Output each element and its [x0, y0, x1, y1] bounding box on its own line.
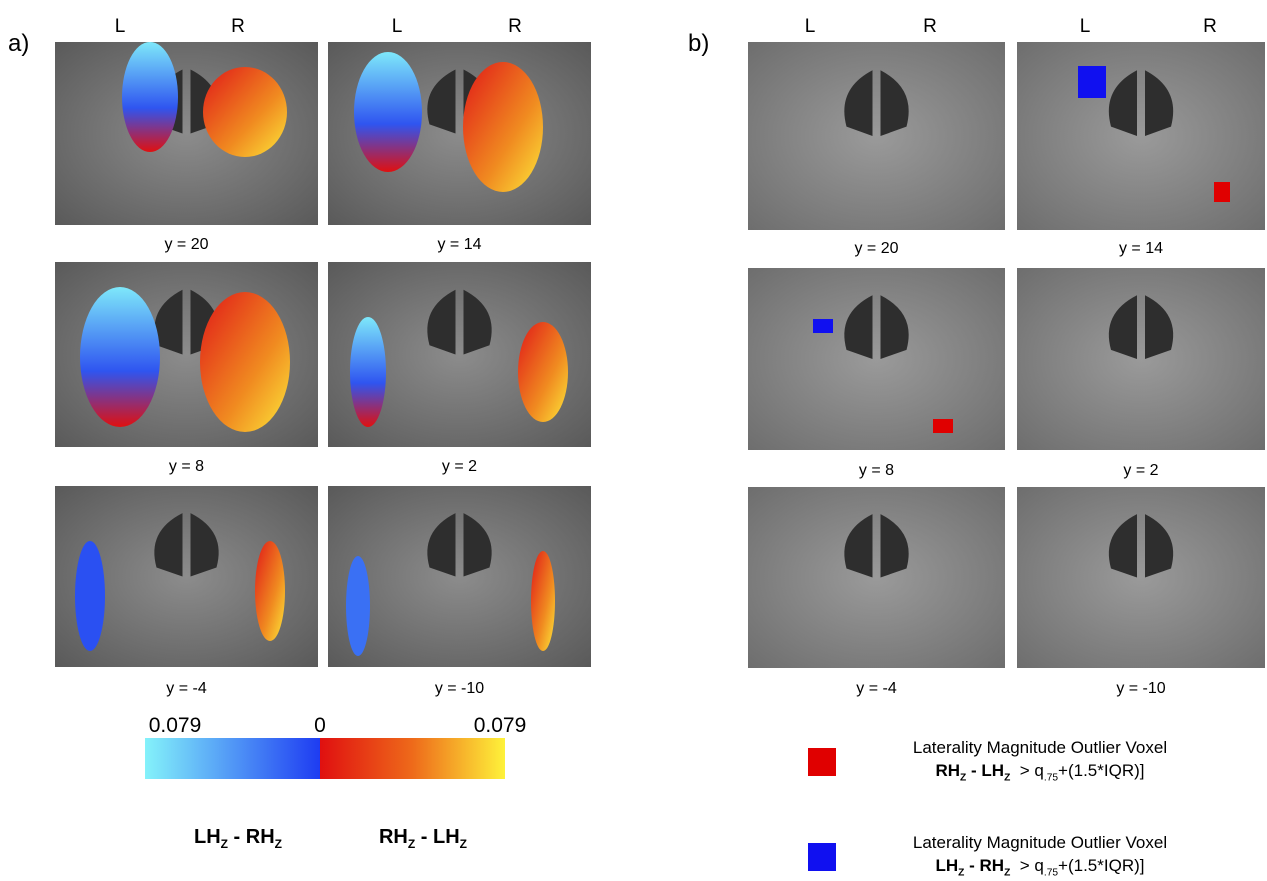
slice-label: y = 8 [169, 458, 204, 476]
legend-title: Laterality Magnitude Outlier Voxel [913, 831, 1167, 854]
formula-part: RH [379, 826, 408, 848]
brain-slice [1017, 268, 1265, 450]
legend-threshold: > q [1020, 856, 1044, 875]
laterality-overlay [531, 551, 555, 651]
laterality-overlay [346, 556, 370, 656]
laterality-overlay [203, 67, 287, 157]
side-label: L [392, 16, 403, 38]
slice-label: y = 20 [164, 236, 208, 254]
contrast-label: LHZ - RHZ [194, 826, 282, 851]
panel-label: a) [8, 30, 29, 58]
formula-part: - [964, 856, 979, 875]
colorbar-label: 0.079 [149, 714, 202, 738]
side-label: R [1203, 16, 1217, 38]
laterality-overlay [350, 317, 386, 427]
brain-slice [328, 42, 591, 225]
slice-label: y = -4 [856, 680, 896, 698]
side-label: R [508, 16, 522, 38]
formula-part: - [228, 826, 246, 848]
brain-slice [328, 262, 591, 447]
brain-slice [55, 42, 318, 225]
formula-part: - [415, 826, 433, 848]
panel-label: b) [688, 30, 709, 58]
legend-formula: RHZ - LHZ > q.75+(1.5*IQR)] [913, 759, 1167, 789]
slice-label: y = 14 [1119, 240, 1163, 258]
legend-swatch [808, 843, 836, 871]
brain-slice [328, 486, 591, 667]
legend-contrast: RHZ - LHZ [935, 761, 1010, 780]
legend-threshold [1010, 761, 1019, 780]
slice-background [748, 268, 1005, 450]
brain-slice [1017, 487, 1265, 668]
slice-label: y = -4 [166, 680, 206, 698]
laterality-overlay [80, 287, 160, 427]
formula-sub: Z [275, 837, 282, 851]
outlier-voxels [813, 319, 833, 333]
slice-background [748, 487, 1005, 668]
formula-part: RH [980, 856, 1005, 875]
formula-part: LH [935, 856, 958, 875]
slice-label: y = 20 [854, 240, 898, 258]
legend-threshold [1010, 856, 1019, 875]
brain-slice [55, 486, 318, 667]
laterality-overlay [518, 322, 568, 422]
colorbar-label: 0.079 [474, 714, 527, 738]
legend-swatch [808, 748, 836, 776]
laterality-overlay [122, 42, 178, 152]
colorbar-label: 0 [314, 714, 326, 738]
slice-label: y = -10 [1116, 680, 1165, 698]
slice-label: y = 8 [859, 462, 894, 480]
slice-background [1017, 487, 1265, 668]
outlier-voxels [1078, 66, 1106, 98]
slice-label: y = 2 [442, 458, 477, 476]
slice-background [748, 42, 1005, 230]
legend-contrast: LHZ - RHZ [935, 856, 1010, 875]
legend-formula: LHZ - RHZ > q.75+(1.5*IQR)] [913, 854, 1167, 881]
legend-threshold-sub: .75 [1044, 867, 1058, 878]
legend-title: Laterality Magnitude Outlier Voxel [913, 736, 1167, 759]
slice-label: y = 14 [437, 236, 481, 254]
formula-part: LH [433, 826, 460, 848]
laterality-overlay [463, 62, 543, 192]
contrast-label: RHZ - LHZ [379, 826, 467, 851]
outlier-voxels [1214, 182, 1230, 202]
formula-sub: Z [221, 837, 228, 851]
formula-part: LH [194, 826, 221, 848]
side-label: L [115, 16, 126, 38]
side-label: R [231, 16, 245, 38]
laterality-overlay [75, 541, 105, 651]
slice-label: y = -10 [435, 680, 484, 698]
formula-part: RH [935, 761, 960, 780]
formula-part: RH [246, 826, 275, 848]
slice-label: y = 2 [1123, 462, 1158, 480]
brain-slice [1017, 42, 1265, 230]
legend-threshold-sub: .75 [1044, 772, 1058, 783]
colorbar [145, 738, 505, 779]
legend-threshold: +(1.5*IQR)] [1058, 761, 1144, 780]
laterality-overlay [354, 52, 422, 172]
legend-threshold: +(1.5*IQR)] [1058, 856, 1144, 875]
outlier-voxels [933, 419, 953, 433]
side-label: R [923, 16, 937, 38]
figure: a) b) 0.079 0 0.079 L R L R L R L Ry = 20 y = 14… [0, 0, 1267, 881]
laterality-overlay [200, 292, 290, 432]
formula-sub: Z [460, 837, 467, 851]
brain-slice [55, 262, 318, 447]
brain-slice [748, 487, 1005, 668]
legend-threshold: > q [1020, 761, 1044, 780]
side-label: L [805, 16, 816, 38]
formula-part: LH [981, 761, 1004, 780]
brain-slice [748, 42, 1005, 230]
formula-part: - [966, 761, 981, 780]
laterality-overlay [255, 541, 285, 641]
brain-slice [748, 268, 1005, 450]
side-label: L [1080, 16, 1091, 38]
slice-background [1017, 268, 1265, 450]
